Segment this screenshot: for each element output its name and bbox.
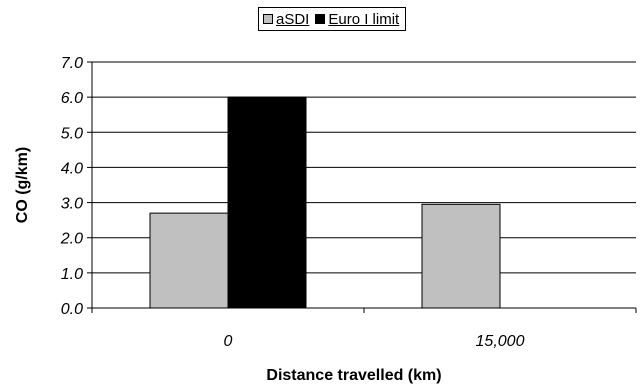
legend-item-euro-limit: Euro I limit [315, 11, 399, 28]
x-tick-label: 0 [224, 333, 233, 350]
legend-swatch-euro-limit [315, 14, 326, 24]
y-tick-label: 7.0 [61, 55, 83, 72]
legend-label-euro-limit: Euro I limit [328, 10, 400, 28]
y-axis-title: CO (g/km) [14, 147, 31, 223]
y-tick-label: 2.0 [60, 231, 83, 248]
y-tick-label: 6.0 [61, 90, 83, 107]
y-tick-label: 5.0 [61, 125, 83, 142]
y-tick-label: 1.0 [61, 266, 83, 283]
legend-swatch-asdi [263, 14, 273, 24]
legend-label-asdi: aSDI [276, 10, 310, 28]
y-tick-label: 4.0 [61, 160, 83, 177]
x-tick-label: 15,000 [476, 333, 525, 350]
bar-asdi [149, 212, 229, 309]
y-tick-label: 0.0 [61, 301, 83, 318]
legend-item-asdi: aSDI [263, 11, 309, 28]
bar-euro-i-limit [227, 96, 307, 309]
y-tick-label: 3.0 [61, 196, 83, 213]
chart-legend: aSDI Euro I limit [258, 7, 407, 31]
x-axis-title: Distance travelled (km) [266, 367, 441, 384]
bar-asdi [421, 203, 501, 309]
